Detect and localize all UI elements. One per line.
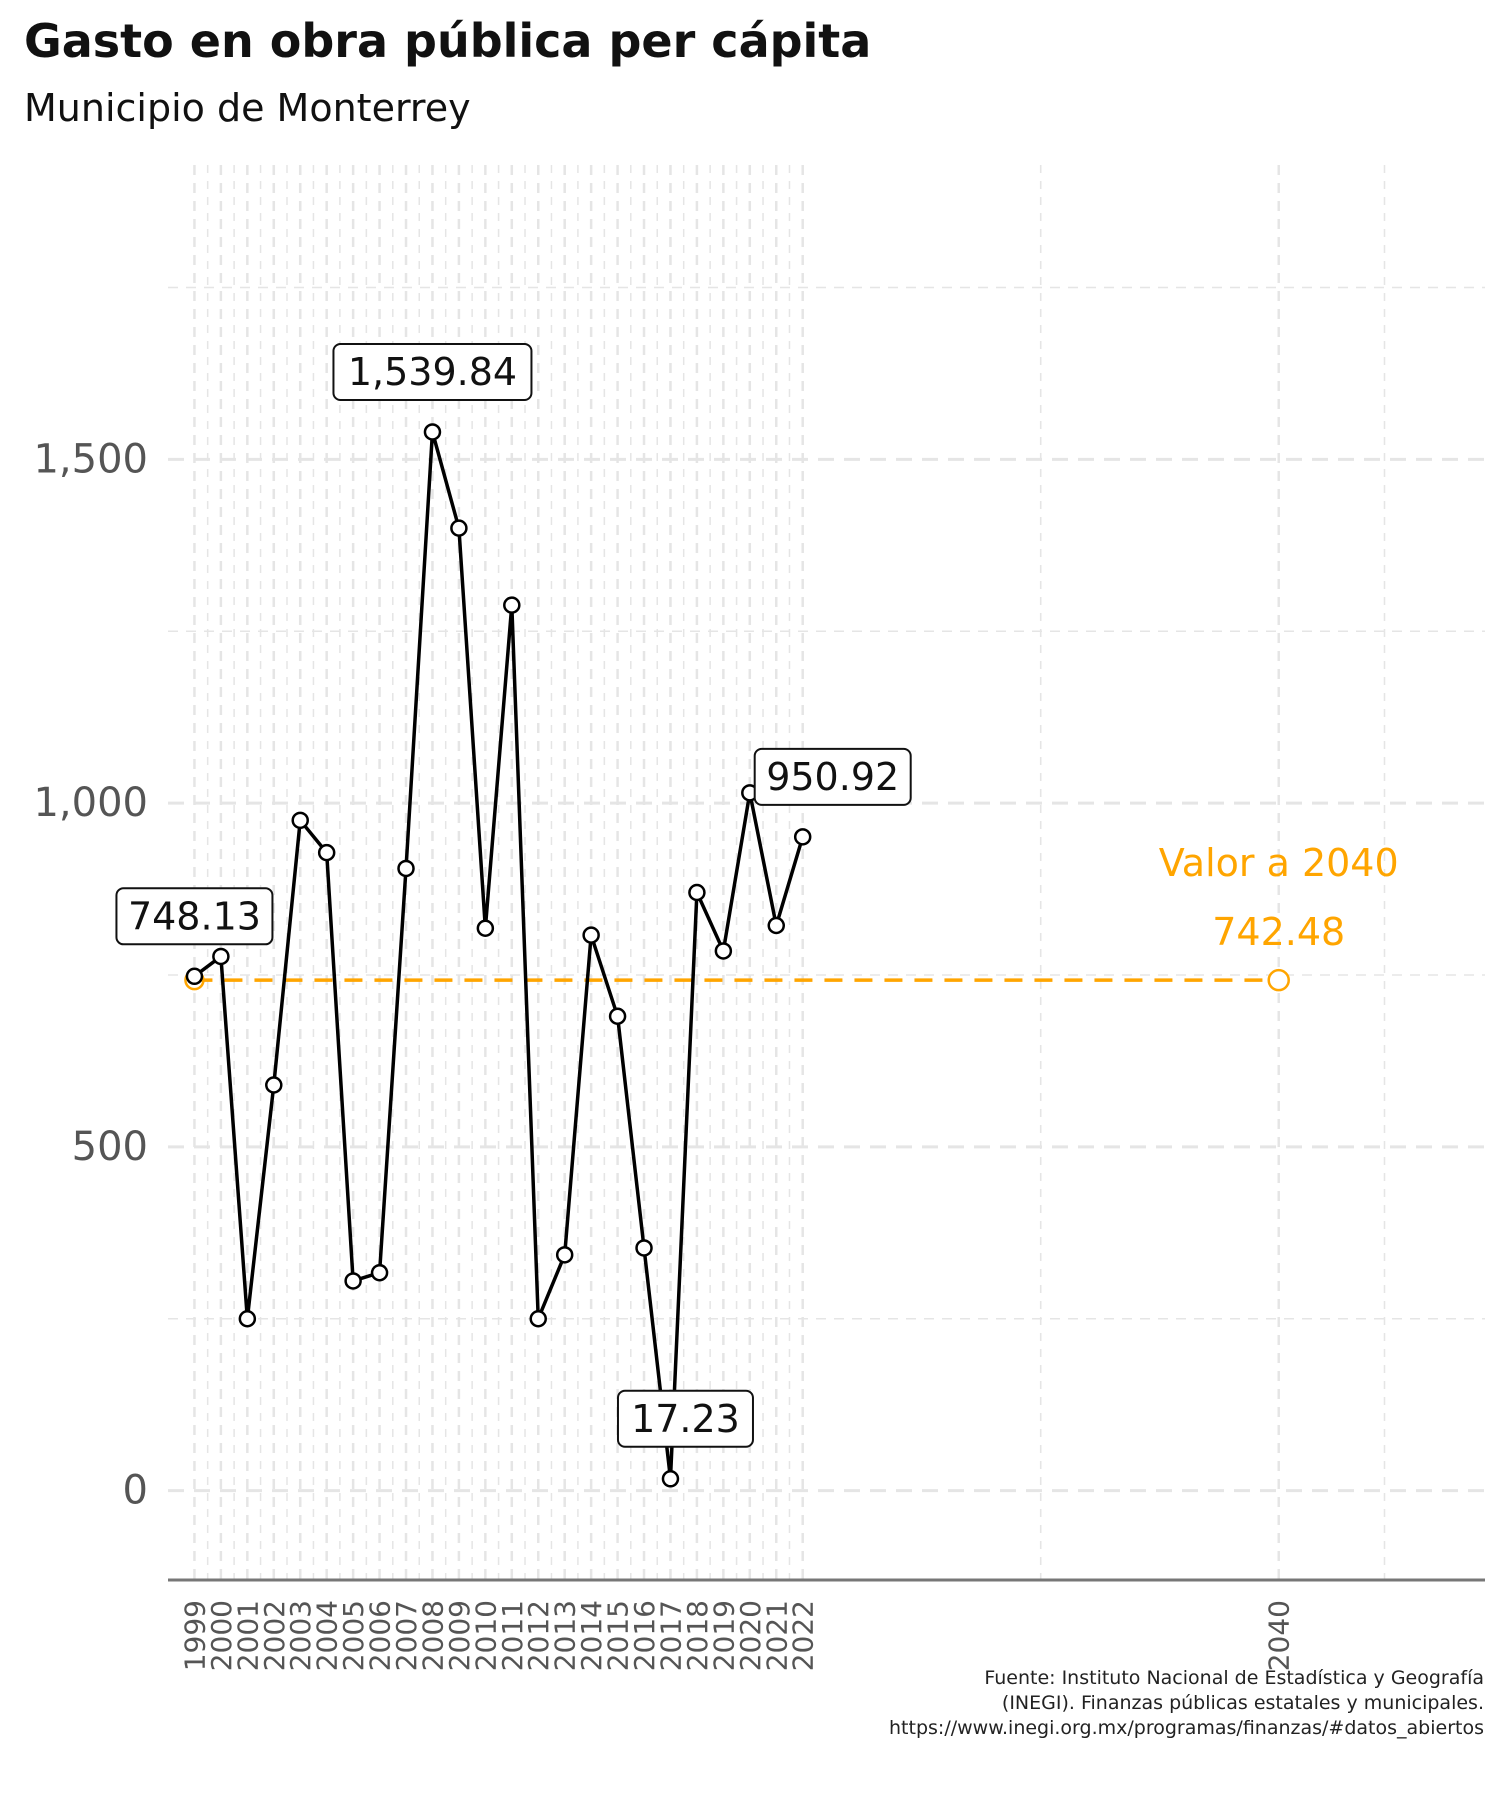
- x-tick-label: 2006: [364, 1600, 397, 1671]
- x-tick-label: 2017: [654, 1600, 687, 1671]
- data-point: [450, 519, 468, 537]
- value-label: 950.92: [766, 755, 899, 799]
- x-tick-label: 2013: [549, 1600, 582, 1671]
- data-point: [344, 1272, 362, 1290]
- x-tick-label: 2018: [681, 1600, 714, 1671]
- data-point: [212, 947, 230, 966]
- y-tick-label: 500: [72, 1124, 148, 1170]
- x-tick-label: 2001: [231, 1600, 264, 1671]
- x-tick-label: 2040: [1263, 1600, 1296, 1671]
- value-label: 1,539.84: [348, 350, 517, 394]
- x-tick-label: 2000: [205, 1600, 238, 1671]
- x-tick-label: 2016: [628, 1600, 661, 1671]
- data-point: [714, 942, 733, 960]
- source-line: (INEGI). Finanzas públicas estatales y m…: [1001, 1692, 1484, 1714]
- y-tick-label: 1,500: [33, 436, 148, 482]
- y-tick-label: 0: [123, 1468, 148, 1514]
- source-line: Fuente: Instituto Nacional de Estadístic…: [984, 1667, 1484, 1689]
- projection-end-point: [1267, 968, 1290, 992]
- data-point: [529, 1310, 547, 1328]
- x-tick-label: 2008: [416, 1600, 449, 1671]
- x-tick-label: 2010: [469, 1600, 502, 1671]
- x-tick-label: 2020: [734, 1600, 767, 1671]
- data-point: [370, 1263, 389, 1282]
- data-point: [291, 811, 309, 830]
- x-tick-label: 2022: [787, 1600, 820, 1671]
- data-point: [503, 596, 521, 614]
- x-tick-label: 2019: [707, 1600, 740, 1671]
- y-tick-label: 1,000: [33, 780, 148, 826]
- x-tick-label: 2003: [284, 1600, 317, 1671]
- data-point: [793, 828, 812, 846]
- x-tick-label: 2004: [311, 1600, 344, 1671]
- value-label-box: [753, 747, 912, 806]
- x-tick-label: 2009: [443, 1600, 476, 1671]
- projection-label: Valor a 2040: [1159, 841, 1399, 885]
- data-point: [688, 883, 706, 902]
- x-tick-label: 2021: [760, 1600, 793, 1671]
- value-label-box: [115, 887, 274, 946]
- x-tick-label: 2012: [522, 1600, 555, 1671]
- data-point: [423, 423, 442, 441]
- data-point: [582, 926, 600, 944]
- data-point: [555, 1246, 574, 1264]
- x-tick-label: 2015: [602, 1600, 635, 1671]
- data-point: [185, 967, 204, 986]
- data-point: [767, 916, 786, 935]
- data-point: [608, 1007, 627, 1025]
- chart-title: Gasto en obra pública per cápita: [24, 14, 872, 68]
- data-point: [238, 1310, 257, 1328]
- data-point: [397, 859, 415, 878]
- x-tick-label: 2014: [575, 1600, 608, 1671]
- projection-value-label: 742.48: [1212, 910, 1345, 954]
- x-tick-label: 1999: [178, 1600, 211, 1671]
- value-label: 748.13: [128, 894, 261, 938]
- x-tick-label: 2005: [337, 1600, 370, 1671]
- x-tick-label: 2007: [390, 1600, 423, 1671]
- chart-subtitle: Municipio de Monterrey: [24, 86, 471, 130]
- series-line: [193, 430, 805, 1481]
- data-point: [317, 843, 336, 862]
- value-label-box: [616, 1389, 754, 1448]
- source-note: Fuente: Instituto Nacional de Estadístic…: [889, 1666, 1484, 1741]
- value-label: 17.23: [631, 1397, 740, 1441]
- x-tick-label: 2002: [258, 1600, 291, 1671]
- x-tick-label: 2011: [496, 1600, 529, 1671]
- source-line: https://www.inegi.org.mx/programas/finan…: [889, 1717, 1484, 1739]
- value-label-box: [332, 342, 533, 401]
- data-point: [661, 1470, 680, 1488]
- data-point: [476, 919, 495, 937]
- data-point: [265, 1076, 283, 1094]
- data-point: [635, 1239, 653, 1257]
